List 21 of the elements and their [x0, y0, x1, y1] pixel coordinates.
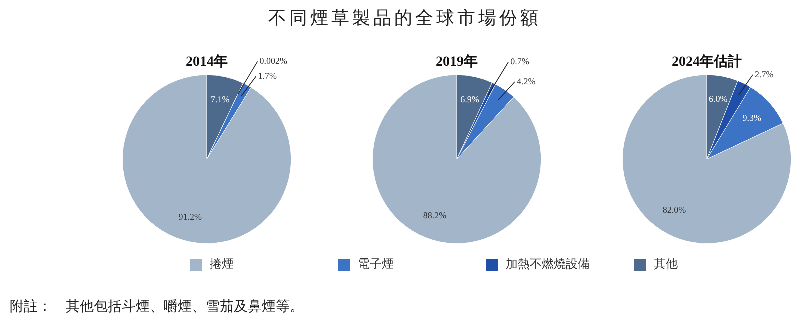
chart-title: 2024年估計 [672, 54, 742, 70]
data-label: 88.2% [423, 210, 448, 220]
data-label: 4.2% [517, 76, 536, 86]
data-label: 0.002% [260, 56, 288, 66]
text: 附註： 其他包括斗煙、嚼煙、雪茄及鼻煙等。 [10, 298, 304, 316]
chart-title: 2019年 [436, 54, 478, 70]
data-label: 6.0% [709, 94, 728, 104]
data-label: 91.2% [178, 212, 203, 222]
data-label: 82.0% [662, 205, 687, 216]
chart-title: 2014年 [186, 54, 228, 70]
data-label: 1.7% [258, 70, 278, 81]
legend-label: 捲煙 [210, 256, 234, 273]
data-label: 9.3% [742, 113, 762, 124]
data-label: 0.7% [510, 56, 530, 66]
data-label: 6.9% [460, 94, 480, 104]
data-label: 7.1% [211, 94, 230, 105]
legend-label: 加熱不燃燒設備 [506, 256, 590, 273]
legend-label: 電子煙 [358, 256, 394, 273]
legend-label: 其他 [654, 256, 678, 273]
data-label: 2.7% [755, 69, 774, 80]
text: 不同煙草製品的全球市場份額 [268, 7, 542, 30]
